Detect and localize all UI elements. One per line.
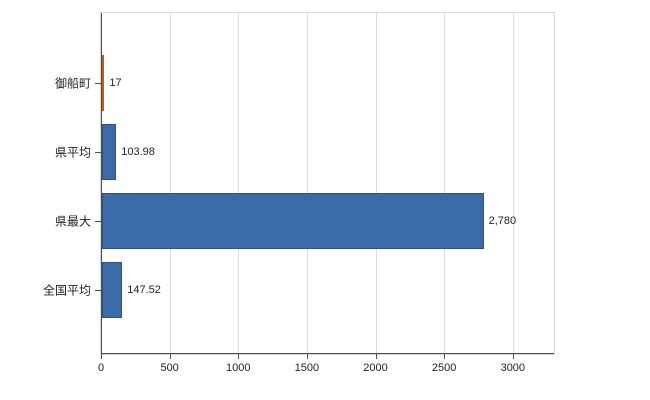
gridline — [444, 13, 446, 354]
x-tick-label: 1000 — [226, 362, 251, 374]
category-label: 全国平均 — [42, 283, 91, 298]
y-axis-tick — [95, 152, 101, 154]
y-axis-tick — [95, 220, 101, 222]
value-label: 147.52 — [127, 283, 161, 296]
x-tick-label: 2500 — [431, 362, 457, 374]
y-axis-tick — [95, 289, 101, 291]
bar-2 — [102, 192, 484, 249]
x-tick-label: 500 — [160, 362, 179, 374]
x-axis-tick — [512, 354, 514, 359]
x-axis-tick — [375, 354, 377, 359]
category-label: 県平均 — [54, 145, 91, 160]
x-tick-label: 1500 — [294, 362, 320, 374]
value-label: 17 — [109, 77, 122, 90]
gridline — [512, 13, 514, 354]
bar-3 — [102, 261, 123, 318]
x-tick-label: 2000 — [363, 362, 388, 374]
x-axis-line — [101, 353, 554, 354]
bar-0 — [102, 55, 105, 112]
x-axis-tick — [238, 354, 240, 359]
bar-1 — [102, 124, 117, 181]
x-tick-label: 3000 — [500, 362, 526, 374]
x-axis-tick — [306, 354, 308, 359]
y-axis-tick — [95, 83, 101, 85]
category-label: 御船町 — [54, 76, 91, 91]
x-axis-tick — [169, 354, 171, 359]
y-axis-line — [101, 13, 102, 354]
value-label: 103.98 — [121, 146, 155, 159]
x-tick-label: 0 — [97, 362, 105, 374]
gridline — [169, 13, 171, 354]
value-label: 2,780 — [488, 214, 517, 227]
category-label: 県最大 — [54, 214, 91, 229]
gridline — [238, 13, 240, 354]
x-axis-tick — [444, 354, 446, 359]
x-axis-tick — [101, 354, 102, 359]
gridline — [306, 13, 308, 354]
plot-area: 0 500 1000 1500 2000 2500 3000 御船町 17 県平均 103.98 県最… — [43, 12, 555, 374]
gridline — [375, 13, 377, 354]
